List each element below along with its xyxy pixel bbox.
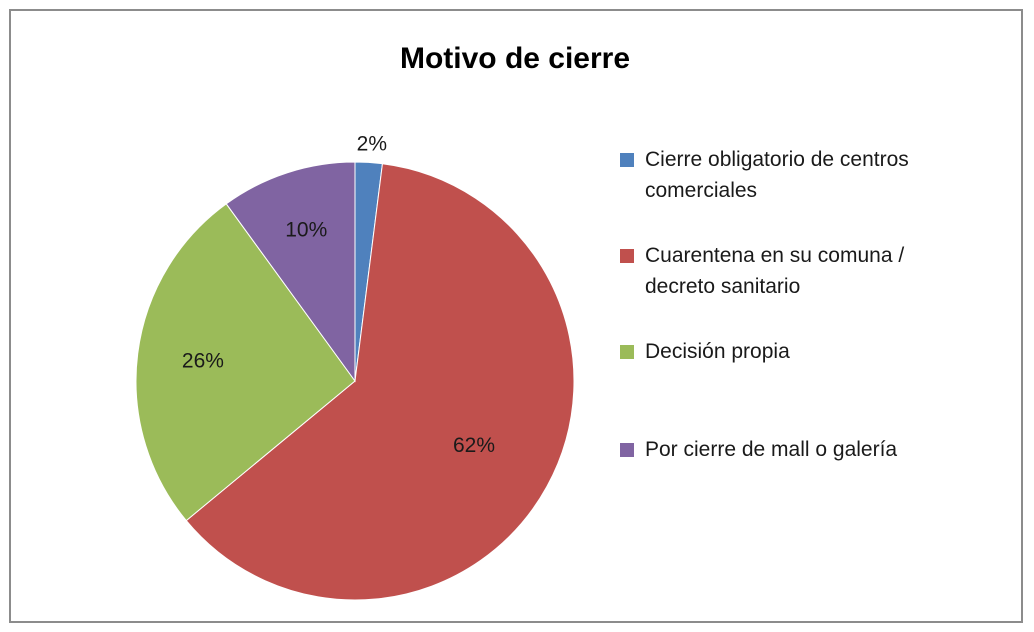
legend: Cierre obligatorio de centros comerciales… bbox=[620, 148, 909, 461]
chart-title: Motivo de cierre bbox=[400, 42, 630, 75]
legend-swatch-cuarentena-en-su-comuna-decreto-sanitario bbox=[620, 249, 634, 263]
data-label-cierre-obligatorio-de-centros-comerciales: 2% bbox=[357, 132, 387, 155]
data-label-decision-propia: 26% bbox=[182, 349, 224, 372]
data-label-cuarentena-en-su-comuna-decreto-sanitario: 62% bbox=[453, 434, 495, 457]
legend-label-decision-propia: Decisión propia bbox=[645, 340, 790, 363]
pie-slice-decision-propia bbox=[135, 203, 356, 522]
legend-swatch-cierre-obligatorio-de-centros-comerciales bbox=[620, 153, 634, 167]
legend-swatch-decision-propia bbox=[620, 345, 634, 359]
data-labels: 2% 62% 26% 10% bbox=[182, 132, 495, 456]
data-label-por-cierre-de-mall-o-galeria: 10% bbox=[285, 219, 327, 242]
pie-slice-por-cierre-de-mall-o-galeria bbox=[225, 161, 356, 383]
pie-slices bbox=[135, 161, 575, 601]
pie-slice-cuarentena-en-su-comuna-decreto-sanitario bbox=[185, 163, 575, 601]
legend-swatch-por-cierre-de-mall-o-galeria bbox=[620, 443, 634, 457]
legend-label-cuarentena-en-su-comuna-decreto-sanitario: Cuarentena en su comuna / decreto sanitar… bbox=[645, 244, 904, 298]
legend-label-por-cierre-de-mall-o-galeria: Por cierre de mall o galería bbox=[645, 438, 897, 461]
legend-label-cierre-obligatorio-de-centros-comerciales: Cierre obligatorio de centros comerciales bbox=[645, 148, 909, 202]
